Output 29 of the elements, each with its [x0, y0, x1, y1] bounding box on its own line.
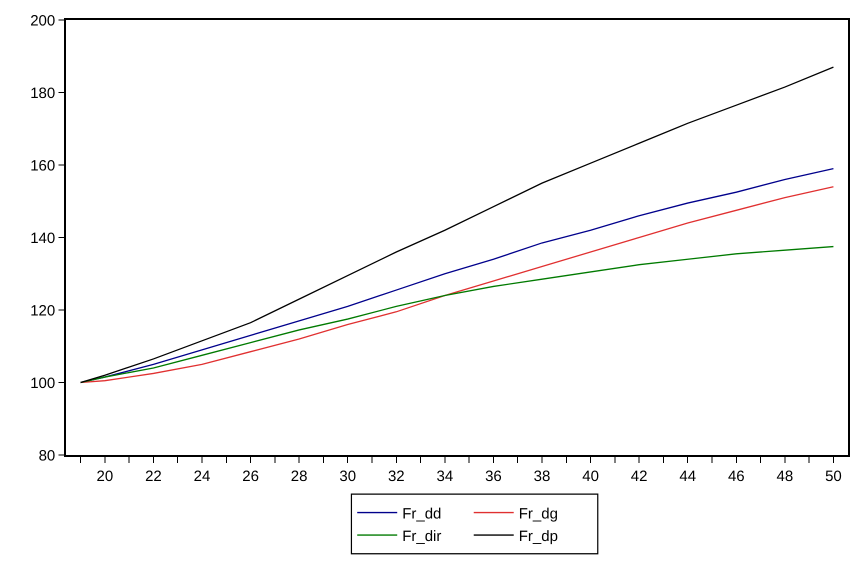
x-tick-label: 22 — [145, 468, 162, 485]
line-series — [80, 246, 834, 384]
x-tick-label: 28 — [290, 468, 308, 485]
y-tick-label: 100 — [30, 374, 56, 392]
x-tick-label: 24 — [194, 468, 210, 485]
legend-label: Fr_dd — [402, 505, 442, 522]
x-tick-label: 42 — [630, 468, 648, 485]
legend-label: Fr_dg — [518, 505, 558, 522]
x-tick-label: 44 — [679, 468, 696, 485]
x-tick-label: 36 — [485, 468, 502, 485]
legend-label: Fr_dp — [518, 528, 558, 545]
x-tick-label: 26 — [242, 468, 259, 485]
x-tick-label: 48 — [776, 468, 794, 485]
x-tick-label: 40 — [582, 468, 599, 485]
x-tick-label: 46 — [728, 468, 745, 485]
y-tick-label: 200 — [30, 12, 56, 30]
y-tick-label: 140 — [30, 230, 56, 247]
x-tick-label: 20 — [96, 468, 114, 485]
x-tick-label: 38 — [534, 468, 550, 485]
line-series — [80, 66, 834, 384]
x-tick-label: 30 — [339, 468, 356, 485]
x-tick-label: 50 — [825, 468, 842, 485]
y-tick-label: 80 — [38, 447, 56, 464]
x-tick-label: 32 — [388, 468, 405, 485]
y-tick-label: 160 — [30, 157, 56, 174]
y-tick-label: 120 — [30, 302, 56, 320]
legend-label: Fr_dir — [402, 528, 442, 545]
x-tick-label: 34 — [436, 468, 454, 485]
y-tick-label: 180 — [30, 84, 56, 102]
